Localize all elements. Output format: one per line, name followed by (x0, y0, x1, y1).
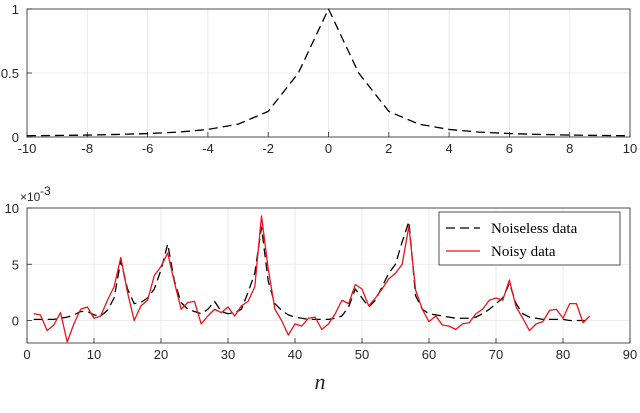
y-tick-label: 0 (12, 130, 19, 145)
y-tick-label: 0.5 (1, 66, 19, 81)
legend: Noiseless data Noisy data (438, 211, 621, 266)
plot-frame (26, 207, 631, 344)
x-tick-label: -8 (82, 141, 94, 156)
plot-frame (26, 8, 631, 138)
x-tick-label: 8 (566, 141, 573, 156)
x-tick-label: 90 (623, 347, 637, 362)
x-tick-label: 30 (221, 347, 235, 362)
x-tick-label: 70 (489, 347, 503, 362)
y-multiplier: ×10 (20, 190, 41, 204)
x-tick-label: 10 (623, 141, 637, 156)
legend-box (438, 211, 621, 266)
y-tick-label: 1 (12, 2, 19, 17)
x-tick-label: 6 (506, 141, 513, 156)
x-tick-label: -10 (18, 141, 37, 156)
x-tick-label: 40 (288, 347, 302, 362)
x-tick-label: -4 (202, 141, 214, 156)
x-tick-label: 0 (325, 141, 332, 156)
y-tick-label: 5 (12, 257, 19, 272)
x-tick-label: 0 (23, 347, 30, 362)
y-multiplier-exponent: -3 (40, 184, 51, 198)
x-tick-label: -6 (142, 141, 154, 156)
x-tick-label: 2 (385, 141, 392, 156)
x-tick-label: 60 (422, 347, 436, 362)
x-axis-label: n (315, 369, 326, 394)
noiseless-data-line (33, 220, 590, 322)
top-chart: -10 -8 -6 -4 -2 0 2 4 6 8 10 0 0.5 1 (1, 2, 637, 156)
legend-label-noiseless: Noiseless data (491, 221, 578, 237)
x-tick-label: 4 (445, 141, 452, 156)
legend-label-noisy: Noisy data (491, 244, 556, 260)
plot-area: -10 -8 -6 -4 -2 0 2 4 6 8 10 0 0.5 1 (1, 2, 637, 156)
x-tick-label: 80 (556, 347, 570, 362)
y-tick-label: 0 (12, 314, 19, 329)
x-tick-label: 10 (87, 347, 101, 362)
x-tick-label: 50 (355, 347, 369, 362)
x-tick-label: -2 (262, 141, 274, 156)
noisy-data-line (33, 215, 591, 343)
x-tick-label: 20 (154, 347, 168, 362)
y-tick-label: 10 (5, 201, 19, 216)
